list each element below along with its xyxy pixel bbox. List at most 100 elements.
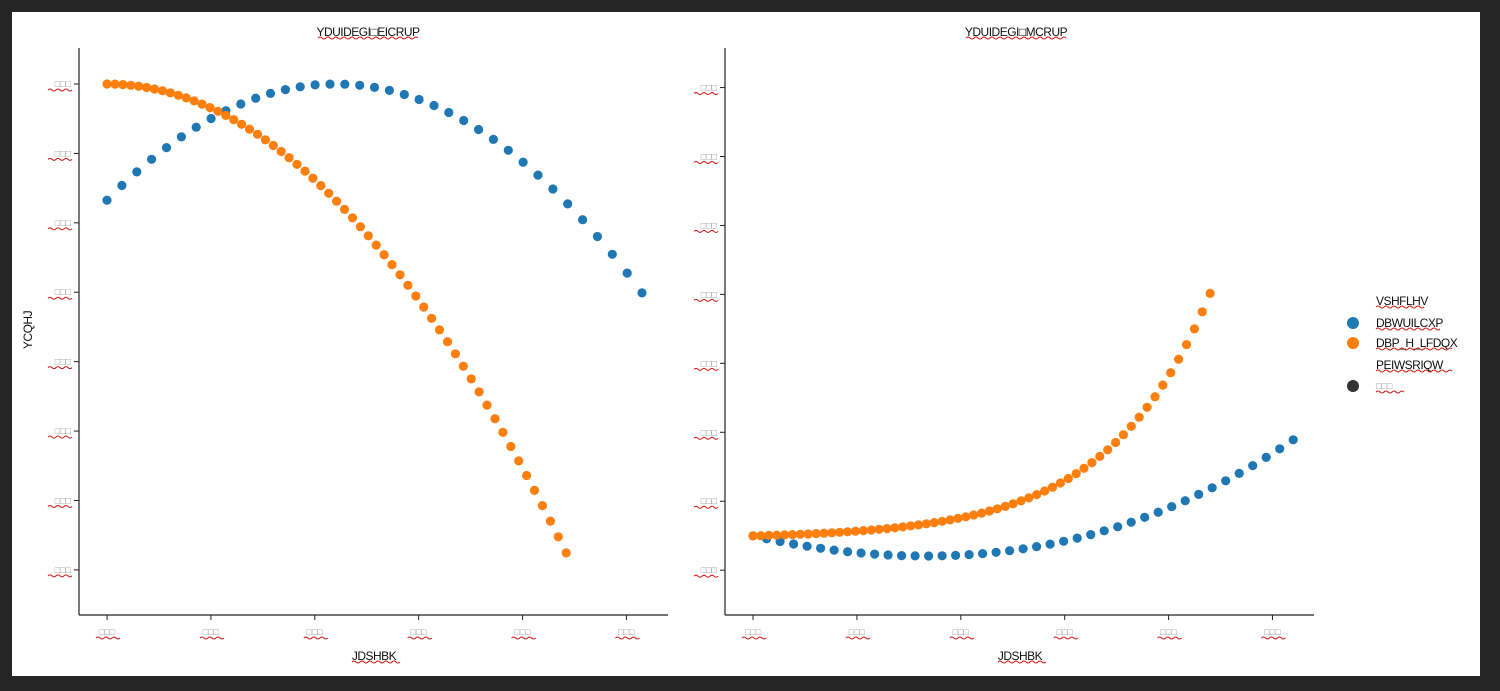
series-a-point (414, 94, 424, 105)
series-b-point (244, 124, 255, 134)
series-a-point (176, 132, 186, 142)
series-b-point (945, 515, 955, 525)
series-a-point (132, 167, 142, 177)
series-b-point (1016, 496, 1026, 506)
series-a-point (1194, 489, 1204, 499)
spellcheck-underline (47, 504, 73, 508)
series-b-point (1111, 437, 1121, 448)
spellcheck-underline (199, 636, 225, 640)
y-tick-label: □□□ (55, 426, 72, 436)
series-b-point (843, 527, 853, 537)
legend-extra-title: PEIWSRIQW (1376, 358, 1444, 372)
y-tick-label: □□□ (55, 565, 72, 575)
series-b-point (474, 387, 484, 397)
series-b-point (866, 525, 876, 535)
series-b-point (134, 81, 144, 91)
series-a-point (637, 288, 647, 298)
series-a-point (910, 551, 920, 561)
spellcheck-underline (693, 505, 719, 509)
figure-canvas: YDUIDEGI□EICRUP JDSHBK YCQHJ □□□ □□□ □□□ □□… (12, 12, 1480, 676)
series-b-point (898, 522, 908, 532)
series-a-point (384, 85, 394, 95)
series-b-point (276, 146, 286, 157)
series-b-point (482, 400, 492, 410)
series-b-point (1197, 307, 1207, 317)
legend-label-series-b: DBP_H_LFDQX (1376, 336, 1458, 350)
series-a-point (251, 93, 261, 103)
series-b-point (339, 204, 350, 214)
y-tick-label: □□□ (701, 496, 718, 506)
series-b-point (442, 337, 453, 347)
series-b-point (363, 231, 373, 241)
series-a-point (474, 124, 484, 135)
x-tick-label: □□□ (745, 627, 762, 637)
left-points (102, 79, 647, 558)
spellcheck-underline (47, 366, 73, 370)
series-a-point (1032, 542, 1042, 552)
right-points (748, 288, 1298, 561)
series-b-point (1095, 451, 1105, 461)
series-a-point (488, 134, 498, 144)
spellcheck-underline (95, 636, 121, 640)
series-a-point (1180, 496, 1190, 506)
series-a-point (1248, 461, 1258, 471)
series-a-point (518, 157, 528, 167)
y-tick-label: □□□ (55, 287, 72, 297)
series-a-point (592, 231, 603, 242)
series-a-point (444, 107, 454, 118)
right-plot-title: YDUIDEGI□MCRUP (965, 25, 1068, 39)
series-b-point (850, 526, 861, 536)
spellcheck-underline (407, 636, 433, 640)
series-a-point (1261, 452, 1271, 462)
y-tick-label: □□□ (55, 357, 72, 367)
series-b-point (149, 84, 160, 94)
x-tick-label: □□□ (203, 627, 220, 637)
series-b-point (1189, 324, 1199, 334)
series-a-point (622, 268, 632, 278)
series-b-point (316, 181, 326, 191)
series-b-point (545, 516, 556, 526)
y-tick-label: □□□ (55, 495, 72, 505)
series-b-point (403, 280, 413, 290)
series-b-point (561, 548, 571, 558)
spellcheck-underline (693, 367, 719, 371)
series-b-point (213, 106, 223, 116)
series-b-point (811, 529, 821, 539)
series-a-point (978, 549, 988, 559)
spellcheck-underline (1375, 305, 1425, 309)
series-a-point (1275, 444, 1285, 454)
series-a-point (802, 541, 812, 551)
series-b-point (529, 485, 540, 495)
x-tick-label: □□□ (953, 627, 970, 637)
series-a-point (1234, 468, 1244, 478)
series-b-point (252, 129, 263, 139)
series-b-point (553, 532, 563, 542)
series-a-point (789, 539, 799, 549)
series-a-point (295, 82, 305, 92)
y-tick-label: □□□ (55, 148, 72, 158)
series-b-point (1103, 445, 1113, 455)
series-a-point (563, 199, 573, 209)
x-tick-label: □□□ (849, 627, 866, 637)
spellcheck-underline (1375, 369, 1453, 373)
series-b-point (458, 361, 468, 371)
series-b-point (522, 470, 532, 481)
series-b-point (835, 527, 845, 537)
series-b-point (427, 313, 437, 323)
series-b-point (1032, 490, 1042, 500)
series-b-point (110, 79, 120, 89)
y-tick-label: □□□ (701, 427, 718, 437)
spellcheck-underline (47, 574, 73, 578)
series-b-point (355, 222, 365, 232)
spellcheck-underline (1053, 636, 1079, 640)
legend-marker-series-a (1347, 317, 1359, 329)
series-b-point (1174, 354, 1184, 364)
series-b-point (937, 516, 947, 526)
series-a-point (1207, 483, 1217, 493)
spellcheck-underline (615, 636, 640, 640)
series-a-point (1153, 507, 1163, 517)
series-b-point (165, 88, 175, 98)
series-b-point (189, 96, 199, 106)
spellcheck-underline (47, 435, 73, 439)
series-a-point (161, 143, 172, 153)
